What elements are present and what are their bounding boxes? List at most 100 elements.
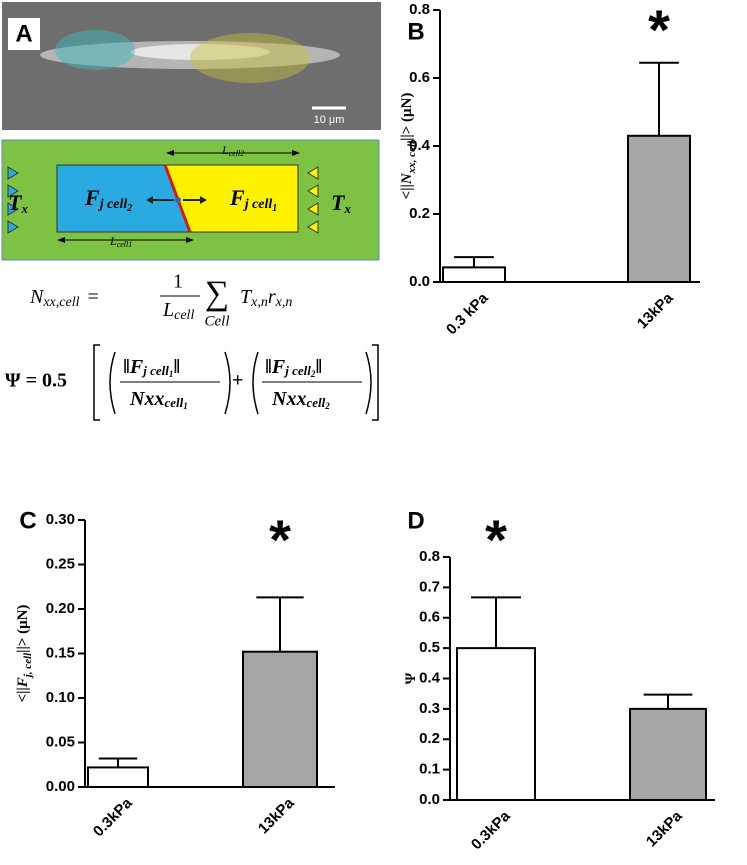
x-tick-label: 13kPa bbox=[634, 289, 677, 332]
chart: B <||Nxx, cell||> (μN) 0.0 0.2 0.4 0.6 0.8 0.3 … bbox=[399, 0, 700, 338]
equation: Ψ = 0.5 ‖Fj cell1‖ Nxxcell1 + ‖Fj cell2‖… bbox=[5, 344, 379, 421]
y-axis-label-part: <|| bbox=[15, 687, 31, 702]
symbol: N bbox=[29, 286, 45, 308]
subscript: x bbox=[343, 201, 351, 216]
y-tick-label: 0.1 bbox=[419, 761, 440, 778]
cell-diagram: Tx Tx Fj cell2 Fj cell1 Lcell2 Lcell1 bbox=[1, 139, 380, 261]
micrograph: A 10 μm bbox=[2, 2, 381, 130]
subscript: cell bbox=[306, 395, 325, 410]
y-tick-label: 0.7 bbox=[419, 578, 440, 595]
eq-term: Nxx,cell = bbox=[29, 286, 99, 311]
eq-term: Tx,nrx,n bbox=[240, 286, 292, 311]
subscript: j cell bbox=[243, 197, 273, 212]
y-tick-label: 0.6 bbox=[419, 609, 440, 626]
symbol: L bbox=[221, 143, 229, 157]
index: 1 bbox=[169, 369, 174, 379]
y-tick-label: 0.15 bbox=[46, 644, 75, 661]
symbol: T bbox=[240, 286, 253, 308]
panel-label: C bbox=[19, 507, 36, 534]
x-tick-label: 13kPa bbox=[643, 807, 686, 850]
bar bbox=[456, 647, 536, 801]
symbol: ‖ bbox=[315, 356, 322, 378]
index: 1 bbox=[183, 401, 188, 411]
numerator: ‖Fj cell1‖ bbox=[123, 356, 180, 379]
cell-force-label: Fj cell1 bbox=[229, 185, 277, 214]
subscript: x,n bbox=[250, 295, 268, 310]
y-axis-label-part: Ψ bbox=[403, 672, 419, 684]
bar bbox=[627, 134, 691, 283]
y-axis-label: Ψ bbox=[403, 672, 419, 684]
subscript: j cell bbox=[141, 363, 169, 378]
y-axis-label-part: F bbox=[15, 677, 31, 688]
x-tick-label: 0.3 kPa bbox=[443, 289, 492, 338]
operator: + bbox=[232, 370, 243, 392]
chart: C <||Fj, cell||> (μN) 0.00 0.05 0.10 0.15 0.20… bbox=[15, 507, 335, 840]
index: 2 bbox=[126, 203, 132, 214]
symbol: F bbox=[229, 185, 245, 210]
significance-marker: * bbox=[269, 508, 291, 571]
y-tick-label: 0.2 bbox=[419, 730, 440, 747]
length-label: Lcell1 bbox=[109, 234, 132, 249]
symbol: ‖ bbox=[173, 356, 180, 378]
equation: Nxx,cell = 1 Lcell ∑ Cell Tx,nrx,n bbox=[29, 271, 292, 330]
denominator: Nxxcell2 bbox=[271, 388, 330, 411]
symbol: Nxx bbox=[271, 388, 306, 410]
sum: ∑ bbox=[205, 275, 229, 312]
subscript: x bbox=[20, 201, 28, 216]
y-tick-label: 0.4 bbox=[409, 137, 431, 154]
symbol: L bbox=[162, 299, 174, 321]
panel-label: D bbox=[407, 507, 424, 534]
y-axis-label-part: <|| bbox=[399, 184, 415, 199]
panel-label: B bbox=[407, 18, 424, 45]
y-axis-label: <||Nxx, cell||> (μN) bbox=[399, 93, 417, 200]
subscript: cell1 bbox=[117, 240, 133, 249]
y-axis-label-part: xx, cell bbox=[406, 140, 418, 174]
numerator: 1 bbox=[173, 271, 183, 293]
index: 2 bbox=[324, 401, 330, 411]
symbol: ‖F bbox=[265, 356, 286, 378]
numerator: ‖Fj cell2‖ bbox=[265, 356, 322, 379]
y-axis-label-part: ||> (μN) bbox=[399, 93, 415, 141]
y-tick-label: 0.05 bbox=[46, 733, 75, 750]
subscript: cell bbox=[164, 395, 183, 410]
subscript: cell2 bbox=[229, 149, 245, 158]
y-axis-label: <||Fj, cell||> (μN) bbox=[15, 605, 33, 703]
y-tick-label: 0.20 bbox=[46, 600, 75, 617]
sum-subscript: Cell bbox=[205, 313, 230, 329]
x-tick-label: 13kPa bbox=[255, 794, 298, 837]
y-tick-label: 0.0 bbox=[419, 791, 440, 808]
cell-force-label: Fj cell2 bbox=[84, 185, 132, 214]
length-label: Lcell2 bbox=[221, 143, 244, 158]
x-tick-label: 0.3kPa bbox=[468, 807, 514, 853]
significance-marker: * bbox=[485, 508, 507, 571]
force-label: Tx bbox=[8, 190, 28, 216]
symbol: T bbox=[331, 190, 346, 215]
y-axis-label-part: N bbox=[399, 172, 415, 185]
y-axis-label-part: ||> (μN) bbox=[15, 605, 31, 653]
subscript: xx,cell bbox=[42, 295, 79, 310]
subscript: j cell bbox=[283, 363, 311, 378]
y-tick-label: 0.3 bbox=[419, 700, 440, 717]
y-tick-label: 0.8 bbox=[419, 548, 440, 565]
y-tick-label: 0.5 bbox=[419, 639, 440, 656]
y-tick-label: 0.6 bbox=[409, 69, 430, 86]
y-tick-label: 0.0 bbox=[409, 273, 430, 290]
denominator: Nxxcell1 bbox=[129, 388, 188, 411]
index: 2 bbox=[310, 369, 316, 379]
bar bbox=[629, 707, 707, 801]
bar bbox=[442, 266, 506, 284]
force-label: Tx bbox=[331, 190, 351, 216]
chart: D Ψ 0.0 0.1 0.2 0.3 0.4 0.5 0.6 0.7 0.8 0.3kPa * 13kP… bbox=[403, 507, 715, 853]
y-tick-label: 0.25 bbox=[46, 555, 75, 572]
y-tick-label: 0.30 bbox=[46, 511, 75, 528]
y-tick-label: 0.8 bbox=[409, 1, 430, 18]
scale-bar-label: 10 μm bbox=[314, 114, 345, 126]
y-tick-label: 0.00 bbox=[46, 778, 75, 795]
symbol: r bbox=[268, 286, 276, 308]
significance-marker: * bbox=[648, 0, 670, 61]
symbol: L bbox=[109, 234, 117, 248]
x-tick-label: 0.3kPa bbox=[90, 794, 136, 840]
index: 1 bbox=[272, 203, 277, 214]
panel-label: A bbox=[15, 20, 32, 47]
